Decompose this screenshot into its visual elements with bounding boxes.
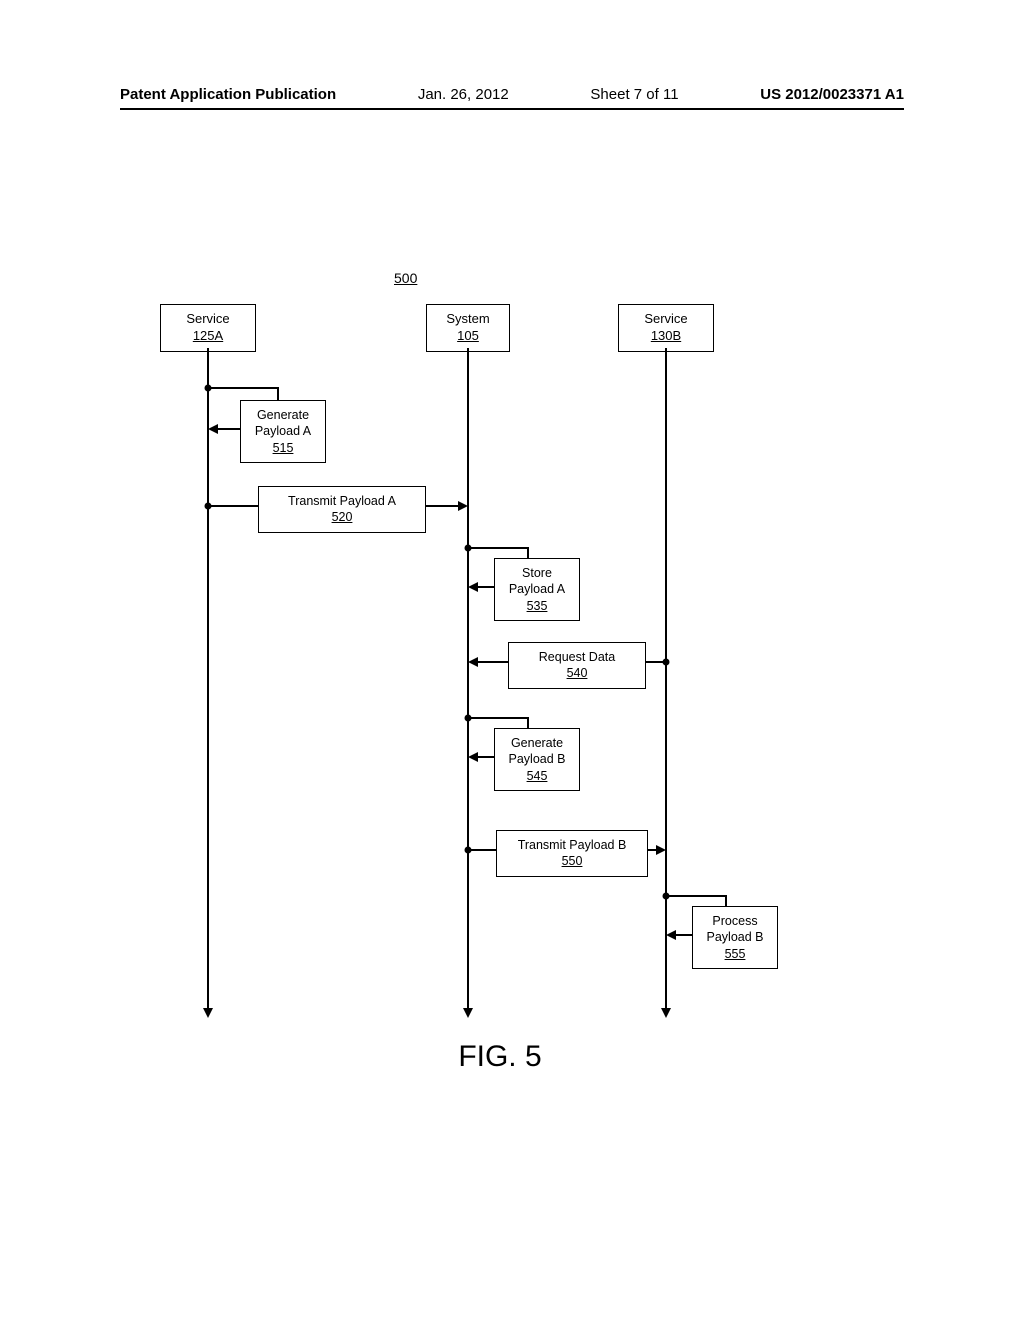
box-ref: 540: [517, 665, 637, 681]
lifeline-ref: 105: [437, 328, 499, 345]
box-535: Store Payload A 535: [494, 558, 580, 621]
arrowhead-555-return: [666, 930, 676, 940]
stub-555-out: [666, 895, 726, 897]
box-line1: Transmit Payload A: [267, 493, 417, 509]
box-ref: 545: [503, 768, 571, 784]
header-sheet: Sheet 7 of 11: [590, 86, 678, 103]
box-ref: 555: [701, 946, 769, 962]
arrowhead-550: [656, 845, 666, 855]
arrow-520-left: [208, 505, 258, 507]
lifeline-line-system: [467, 348, 469, 1010]
box-ref: 520: [267, 509, 417, 525]
arrowhead-520: [458, 501, 468, 511]
box-line1: Generate: [503, 735, 571, 751]
box-line2: Payload A: [249, 423, 317, 439]
arrowhead-545-return: [468, 752, 478, 762]
lifeline-name: Service: [629, 311, 703, 328]
stub-535-out: [468, 547, 528, 549]
header-docnum: US 2012/0023371 A1: [760, 86, 904, 103]
arrow-555-return: [674, 934, 692, 936]
box-545: Generate Payload B 545: [494, 728, 580, 791]
lifeline-name: System: [437, 311, 499, 328]
page-header: Patent Application Publication Jan. 26, …: [120, 86, 904, 103]
arrow-535-return: [476, 586, 494, 588]
lifeline-ref: 125A: [171, 328, 245, 345]
header-rule: [120, 108, 904, 110]
arrowhead-540: [468, 657, 478, 667]
lifeline-service-b: Service 130B: [618, 304, 714, 352]
arrow-540-left: [476, 661, 508, 663]
box-line1: Process: [701, 913, 769, 929]
box-line2: Payload B: [503, 751, 571, 767]
sequence-diagram: 500 Service 125A System 105 Service 130B…: [140, 270, 860, 1040]
arrow-520-right: [426, 505, 460, 507]
box-540: Request Data 540: [508, 642, 646, 689]
box-line1: Request Data: [517, 649, 637, 665]
box-line1: Store: [503, 565, 571, 581]
box-line1: Transmit Payload B: [505, 837, 639, 853]
box-550: Transmit Payload B 550: [496, 830, 648, 877]
box-520: Transmit Payload A 520: [258, 486, 426, 533]
header-publication: Patent Application Publication: [120, 86, 336, 103]
lifeline-end-a: [203, 1008, 213, 1018]
diagram-ref-500: 500: [394, 270, 417, 286]
box-515: Generate Payload A 515: [240, 400, 326, 463]
arrow-540-right: [646, 661, 666, 663]
box-line2: Payload A: [503, 581, 571, 597]
lifeline-line-b: [665, 348, 667, 1010]
box-line1: Generate: [249, 407, 317, 423]
box-ref: 550: [505, 853, 639, 869]
stub-545-out: [468, 717, 528, 719]
stub-515-out: [208, 387, 278, 389]
arrowhead-535-return: [468, 582, 478, 592]
lifeline-service-a: Service 125A: [160, 304, 256, 352]
arrowhead-515-return: [208, 424, 218, 434]
arrow-515-return: [216, 428, 240, 430]
arrow-545-return: [476, 756, 494, 758]
box-ref: 515: [249, 440, 317, 456]
figure-caption: FIG. 5: [140, 1040, 860, 1074]
box-555: Process Payload B 555: [692, 906, 778, 969]
lifeline-end-system: [463, 1008, 473, 1018]
lifeline-ref: 130B: [629, 328, 703, 345]
header-date: Jan. 26, 2012: [418, 86, 509, 103]
lifeline-name: Service: [171, 311, 245, 328]
box-line2: Payload B: [701, 929, 769, 945]
lifeline-line-a: [207, 348, 209, 1010]
lifeline-system: System 105: [426, 304, 510, 352]
arrow-550-left: [468, 849, 496, 851]
box-ref: 535: [503, 598, 571, 614]
lifeline-end-b: [661, 1008, 671, 1018]
